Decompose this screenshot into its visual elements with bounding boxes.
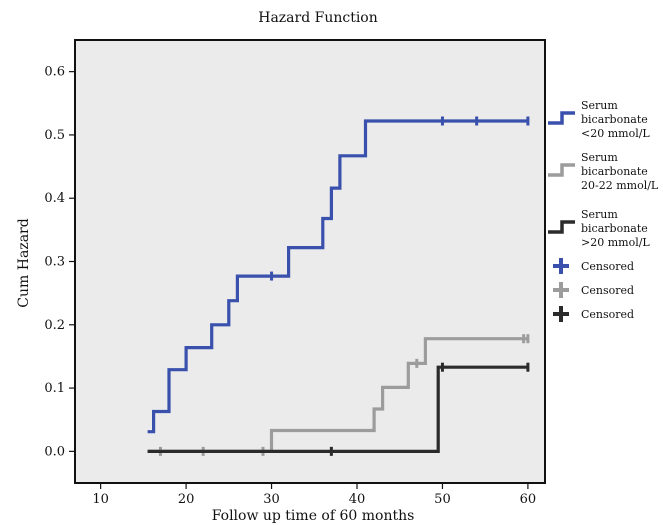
- legend-line-1: [548, 111, 575, 125]
- legend-censor-label: Censored: [581, 260, 634, 273]
- y-tick-label: 0.0: [44, 444, 65, 459]
- x-tick-label: 30: [263, 492, 280, 507]
- series-line-2: [147, 337, 528, 453]
- series-line-1: [147, 119, 528, 434]
- plot-area: [75, 40, 545, 483]
- y-tick-label: 0.4: [44, 191, 65, 206]
- legend-label: bicarbonate: [581, 222, 648, 235]
- legend-label: 20-22 mmol/L: [581, 179, 659, 192]
- y-tick-label: 0.2: [44, 318, 65, 333]
- y-tick-label: 0.6: [44, 65, 65, 80]
- x-axis-label: Follow up time of 60 months: [212, 508, 415, 524]
- x-tick-label: 40: [349, 492, 366, 507]
- legend-censor-label: Censored: [581, 308, 634, 321]
- y-tick-label: 0.1: [44, 381, 65, 396]
- x-tick-label: 50: [434, 492, 451, 507]
- legend-label: Serum: [581, 99, 618, 112]
- legend-label: Serum: [581, 151, 618, 164]
- x-tick-label: 20: [178, 492, 195, 507]
- y-tick-label: 0.3: [44, 255, 65, 270]
- legend-censor-label: Censored: [581, 284, 634, 297]
- legend-label: bicarbonate: [581, 165, 648, 178]
- legend-line-2: [548, 163, 575, 177]
- legend-line-3: [548, 220, 575, 234]
- chart-title: Hazard Function: [258, 10, 378, 26]
- legend-label: <20 mmol/L: [581, 127, 650, 140]
- legend-label: Serum: [581, 208, 618, 221]
- y-tick-label: 0.5: [44, 128, 65, 143]
- y-axis-label: Cum Hazard: [16, 218, 32, 307]
- chart-marks: [147, 116, 530, 456]
- legend-label: >20 mmol/L: [581, 236, 650, 249]
- legend-label: bicarbonate: [581, 113, 648, 126]
- series-line-3: [147, 365, 528, 453]
- x-tick-label: 10: [92, 492, 109, 507]
- x-tick-label: 60: [520, 492, 537, 507]
